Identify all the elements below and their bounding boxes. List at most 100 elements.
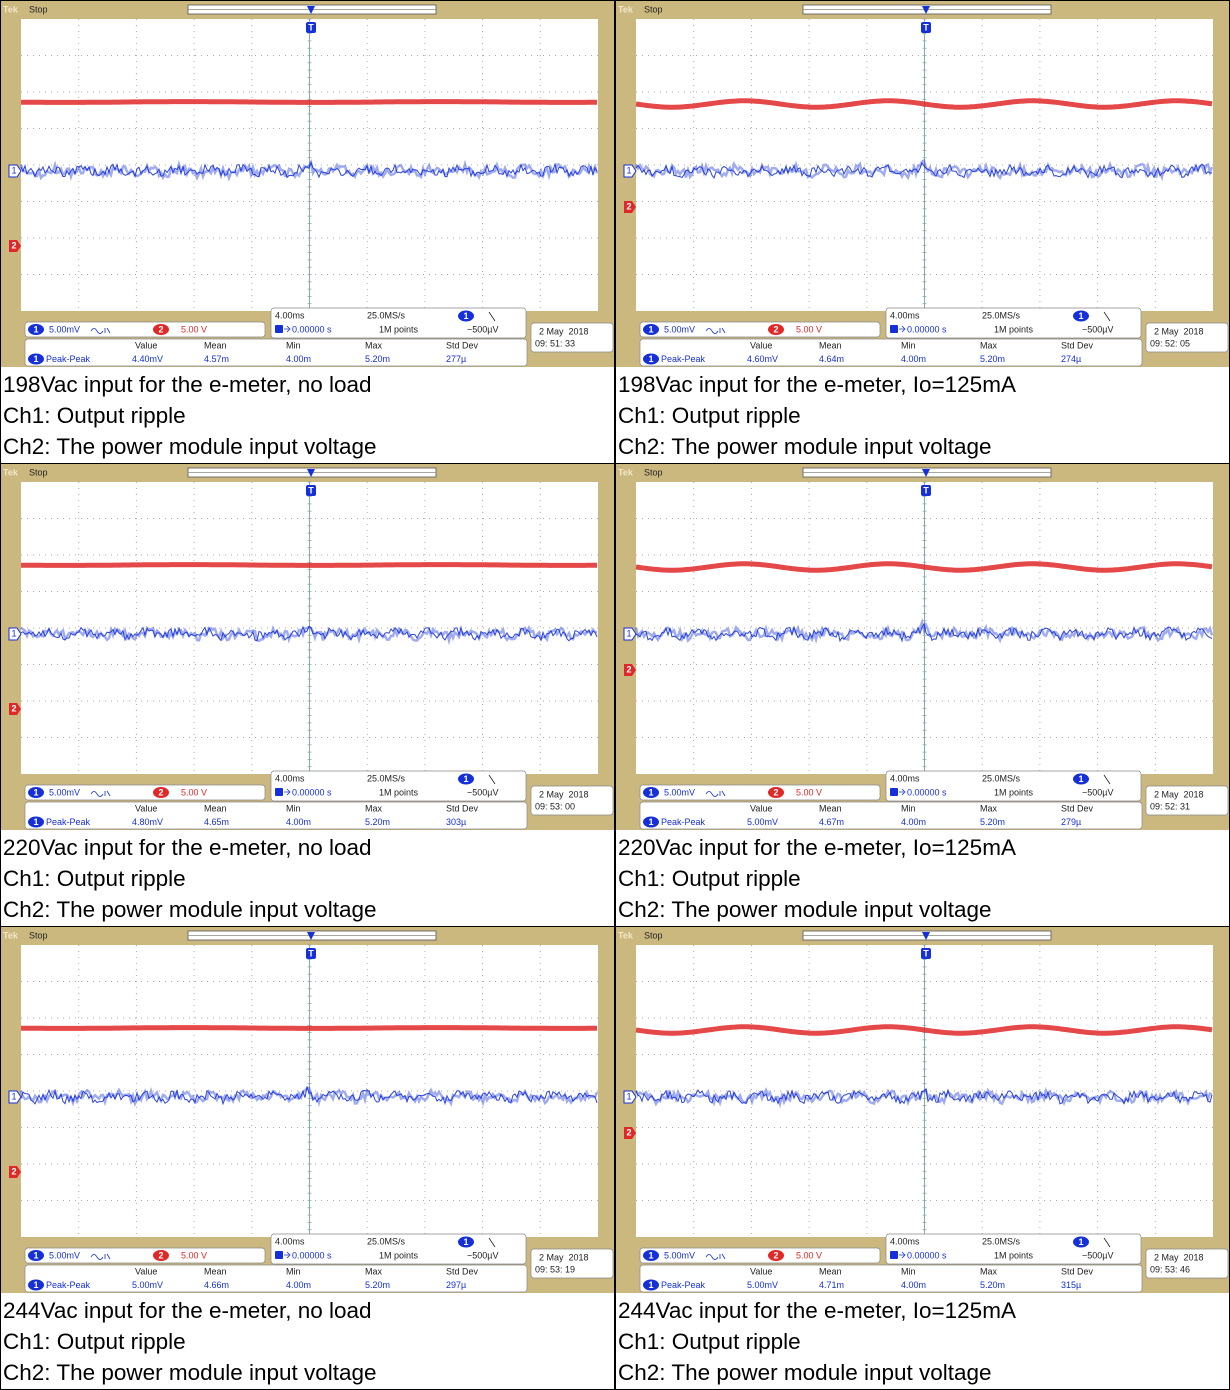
measure-header: Std Dev xyxy=(446,340,479,350)
date: 2 May 2018 xyxy=(539,1252,589,1262)
measure-name: Peak-Peak xyxy=(46,1280,91,1290)
measure-value: 4.40mV xyxy=(132,354,163,364)
record-length: 1M points xyxy=(994,787,1034,797)
ch1-marker-label: 1 xyxy=(11,165,16,175)
trigger-icon xyxy=(890,788,898,796)
ch2-scale: 5.00 V xyxy=(181,787,207,797)
trigger-marker: T xyxy=(923,22,929,32)
caption-line: Ch2: The power module input voltage xyxy=(3,1357,377,1388)
measure-header: Mean xyxy=(819,803,842,813)
state: Stop xyxy=(29,4,48,14)
measure-header: Std Dev xyxy=(1061,803,1094,813)
state: Stop xyxy=(29,467,48,477)
ch1-scale: 5.00mV xyxy=(49,787,80,797)
ch2-scale: 5.00 V xyxy=(181,1250,207,1260)
date: 2 May 2018 xyxy=(539,326,589,336)
ch2-badge-label: 2 xyxy=(773,787,778,797)
trigger-level: −500µV xyxy=(467,1250,498,1260)
caption-line: Ch2: The power module input voltage xyxy=(618,894,1016,925)
brand: Tek xyxy=(3,467,19,477)
trigger-level: −500µV xyxy=(1082,1250,1113,1260)
ch2-badge-label: 2 xyxy=(773,324,778,334)
trigger-marker: T xyxy=(308,485,314,495)
caption-line: 220Vac input for the e-meter, Io=125mA xyxy=(618,832,1016,863)
time: 09: 53: 00 xyxy=(535,801,575,811)
measure-header: Max xyxy=(365,1266,383,1276)
caption-line: 198Vac input for the e-meter, no load xyxy=(3,369,377,400)
measure-header: Std Dev xyxy=(1061,340,1094,350)
ch1-scale: 5.00mV xyxy=(49,1250,80,1260)
caption: 220Vac input for the e-meter, Io=125mA Ch… xyxy=(618,832,1016,925)
caption-line: 244Vac input for the e-meter, no load xyxy=(3,1295,377,1326)
measure-value: 5.20m xyxy=(980,817,1005,827)
caption: 198Vac input for the e-meter, Io=125mACh… xyxy=(618,369,1016,462)
ch2-marker-label: 2 xyxy=(626,1127,631,1137)
ch2-trace xyxy=(21,102,597,103)
date: 2 May 2018 xyxy=(1154,326,1204,336)
trigger-position: 0.00000 s xyxy=(907,1250,947,1260)
measure-header: Min xyxy=(286,1266,301,1276)
measure-value: 5.20m xyxy=(365,1280,390,1290)
timebase: 4.00ms xyxy=(890,773,920,783)
measure-value: 5.20m xyxy=(365,817,390,827)
time: 09: 51: 33 xyxy=(535,338,575,348)
scope-screen: TekStopT1215.00mV25.00 V4.00ms25.0MS/s10… xyxy=(1,464,614,830)
measure-ch-label: 1 xyxy=(33,1280,38,1290)
ch1-scale: 5.00mV xyxy=(664,324,695,334)
measure-header: Max xyxy=(365,803,383,813)
ch1-scale: 5.00mV xyxy=(664,1250,695,1260)
trigger-marker: T xyxy=(308,22,314,32)
trigger-position: 0.00000 s xyxy=(292,324,332,334)
measure-header: Std Dev xyxy=(446,1266,479,1276)
measure-value: 5.20m xyxy=(980,1280,1005,1290)
measure-ch-label: 1 xyxy=(648,817,653,827)
measure-header: Max xyxy=(980,340,998,350)
ch2-marker-label: 2 xyxy=(11,240,16,250)
timebase: 4.00ms xyxy=(275,1236,305,1246)
measure-header: Value xyxy=(135,803,157,813)
ch2-scale: 5.00 V xyxy=(796,1250,822,1260)
measure-value: 5.00mV xyxy=(747,817,778,827)
measure-header: Max xyxy=(980,803,998,813)
caption: 220Vac input for the e-meter, no loadCh1… xyxy=(3,832,377,925)
ch1-marker-label: 1 xyxy=(626,165,631,175)
caption-line: Ch1: Output ripple xyxy=(618,400,1016,431)
record-length: 1M points xyxy=(379,1250,419,1260)
caption-line: Ch2: The power module input voltage xyxy=(618,1357,1016,1388)
measure-value: 5.20m xyxy=(365,354,390,364)
ch2-scale: 5.00 V xyxy=(181,324,207,334)
measure-header: Value xyxy=(750,340,772,350)
ch1-badge-label: 1 xyxy=(648,787,653,797)
ch2-trace xyxy=(21,1028,597,1029)
measure-value: 4.00m xyxy=(286,817,311,827)
ch2-marker-label: 2 xyxy=(11,703,16,713)
trigger-ch-label: 1 xyxy=(1078,1237,1083,1247)
measure-header: Value xyxy=(750,803,772,813)
ch1-badge-label: 1 xyxy=(33,787,38,797)
measure-header: Min xyxy=(286,803,301,813)
record-length: 1M points xyxy=(379,787,419,797)
caption: 244Vac input for the e-meter, Io=125mA Ch… xyxy=(618,1295,1016,1388)
measure-header: Std Dev xyxy=(446,803,479,813)
measure-value: 5.00mV xyxy=(747,1280,778,1290)
caption-line: 220Vac input for the e-meter, no load xyxy=(3,832,377,863)
time: 09: 52: 05 xyxy=(1150,338,1190,348)
measure-value: 4.71m xyxy=(819,1280,844,1290)
measure-value: 274µ xyxy=(1061,354,1081,364)
date: 2 May 2018 xyxy=(1154,789,1204,799)
timebase: 4.00ms xyxy=(890,310,920,320)
time: 09: 52: 31 xyxy=(1150,801,1190,811)
record-length: 1M points xyxy=(994,324,1034,334)
trigger-level: −500µV xyxy=(467,324,498,334)
caption-line: Ch2: The power module input voltage xyxy=(3,431,377,462)
state: Stop xyxy=(644,930,663,940)
caption-line: 244Vac input for the e-meter, Io=125mA xyxy=(618,1295,1016,1326)
ch1-badge-label: 1 xyxy=(648,1250,653,1260)
ch2-marker-label: 2 xyxy=(11,1166,16,1176)
ch2-marker-label: 2 xyxy=(626,664,631,674)
ch2-scale: 5.00 V xyxy=(796,324,822,334)
measure-value: 4.00m xyxy=(901,817,926,827)
ch1-badge-label: 1 xyxy=(648,324,653,334)
